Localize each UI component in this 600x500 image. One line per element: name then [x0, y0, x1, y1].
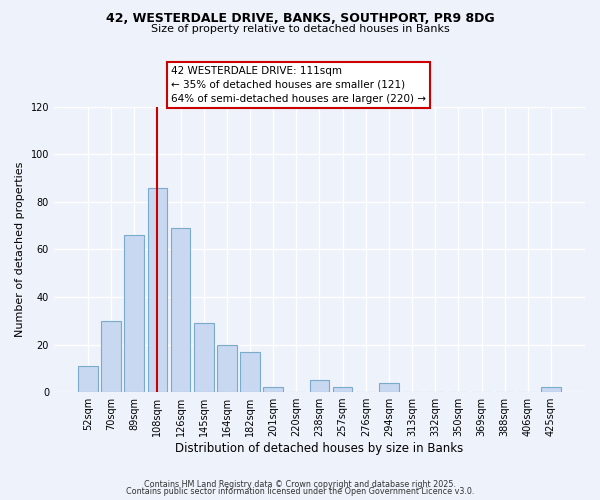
Bar [217, 344, 236, 392]
Bar [333, 388, 352, 392]
Bar [379, 382, 399, 392]
Bar [170, 228, 190, 392]
X-axis label: Distribution of detached houses by size in Banks: Distribution of detached houses by size … [175, 442, 464, 455]
Text: Contains public sector information licensed under the Open Government Licence v3: Contains public sector information licen… [126, 488, 474, 496]
Bar [541, 388, 561, 392]
Bar [148, 188, 167, 392]
Bar [263, 388, 283, 392]
Text: Contains HM Land Registry data © Crown copyright and database right 2025.: Contains HM Land Registry data © Crown c… [144, 480, 456, 489]
Bar [240, 352, 260, 392]
Bar [78, 366, 98, 392]
Text: 42, WESTERDALE DRIVE, BANKS, SOUTHPORT, PR9 8DG: 42, WESTERDALE DRIVE, BANKS, SOUTHPORT, … [106, 12, 494, 26]
Bar [124, 235, 144, 392]
Y-axis label: Number of detached properties: Number of detached properties [15, 162, 25, 337]
Bar [101, 321, 121, 392]
Bar [310, 380, 329, 392]
Text: 42 WESTERDALE DRIVE: 111sqm
← 35% of detached houses are smaller (121)
64% of se: 42 WESTERDALE DRIVE: 111sqm ← 35% of det… [171, 66, 426, 104]
Bar [194, 323, 214, 392]
Text: Size of property relative to detached houses in Banks: Size of property relative to detached ho… [151, 24, 449, 34]
